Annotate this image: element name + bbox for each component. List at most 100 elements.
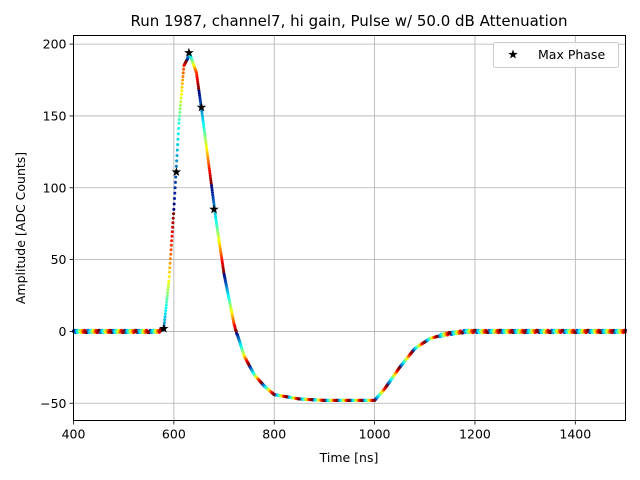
pulse-sample-point (165, 294, 169, 298)
pulse-sample-point (322, 398, 326, 402)
pulse-sample-point (173, 180, 177, 184)
pulse-sample-point (168, 257, 172, 261)
pulse-sample-point (200, 109, 204, 113)
pulse-sample-point (204, 138, 208, 142)
pulse-sample-point (174, 164, 178, 168)
pulse-sample-point (460, 330, 464, 334)
pulse-sample-point (205, 152, 209, 156)
pulse-sample-point (310, 398, 314, 402)
pulse-sample-point (212, 200, 216, 204)
max-phase-star (159, 323, 169, 333)
pulse-sample-point (611, 328, 615, 332)
pulse-sample-point (560, 329, 564, 333)
pulse-sample-point (195, 78, 199, 82)
pulse-sample-point (198, 98, 202, 102)
pulse-sample-point (176, 132, 180, 136)
pulse-sample-point (573, 330, 577, 334)
pulse-sample-point (209, 181, 213, 185)
pulse-sample-point (200, 114, 204, 118)
pulse-sample-point (172, 202, 176, 206)
pulse-sample-point (204, 145, 208, 149)
pulse-sample-point (259, 381, 263, 385)
pulse-sample-point (178, 110, 182, 114)
pulse-sample-point (164, 309, 168, 313)
pulse-sample-point (485, 331, 489, 335)
grid-lines (73, 35, 626, 421)
pulse-sample-point (297, 397, 301, 401)
pulse-sample-point (498, 328, 502, 332)
pulse-sample-point (175, 148, 179, 152)
pulse-sample-point (210, 191, 214, 195)
pulse-sample-point (169, 243, 173, 247)
pulse-sample-point (169, 252, 173, 256)
pulse-sample-point (201, 116, 205, 120)
plot-frame (73, 35, 626, 421)
pulse-sample-point (166, 291, 170, 295)
pulse-sample-point (163, 315, 167, 319)
pulse-sample-point (211, 195, 215, 199)
pulse-sample-point (222, 270, 226, 274)
pulse-sample-point (166, 288, 170, 292)
pulse-sample-point (170, 239, 174, 243)
pulse-sample-point (84, 331, 88, 335)
pulse-sample-point (207, 167, 211, 171)
pulse-sample-point (335, 398, 339, 402)
pulse-sample-point (548, 330, 552, 334)
x-tick-label: 400 (62, 427, 86, 442)
x-tick-label: 600 (162, 427, 186, 442)
pulse-sample-point (208, 171, 212, 175)
pulse-sample-point (172, 197, 176, 201)
pulse-sample-point (163, 318, 167, 322)
pulse-sample-point (146, 330, 150, 334)
pulse-sample-point (167, 270, 171, 274)
pulse-sample-point (214, 215, 218, 219)
pulse-sample-point (234, 329, 238, 333)
pulse-sample-point (180, 85, 184, 89)
pulse-sample-point (198, 96, 202, 100)
pulse-sample-point (168, 266, 172, 270)
pulse-sample-point (175, 153, 179, 157)
pulse-sample-point (360, 398, 364, 402)
pulse-sample-point (196, 82, 200, 86)
pulse-sample-point (170, 234, 174, 238)
max-phase-star (184, 47, 194, 57)
pulse-sample-point (196, 80, 200, 84)
pulse-sample-point (179, 96, 183, 100)
pulse-sample-point (179, 92, 183, 96)
pulse-sample-point (171, 225, 175, 229)
pulse-sample-point (180, 89, 184, 93)
pulse-sample-point (197, 89, 201, 93)
x-tick-label: 800 (262, 427, 286, 442)
pulse-sample-point (164, 306, 168, 310)
pulse-sample-point (202, 124, 206, 128)
pulse-sample-point (199, 100, 203, 104)
pulse-sample-point (121, 329, 125, 333)
pulse-sample-point (209, 179, 213, 183)
pulse-sample-point (195, 73, 199, 77)
pulse-sample-point (598, 331, 602, 335)
pulse-sample-point (179, 100, 183, 104)
y-tick-label: 50 (51, 252, 67, 267)
pulse-sample-point (170, 230, 174, 234)
x-axis-label: Time [ns] (319, 450, 379, 465)
pulse-sample-point (210, 186, 214, 190)
pulse-sample-point (214, 217, 218, 221)
pulse-sample-point (510, 330, 514, 334)
pulse-sample-point (211, 198, 215, 202)
y-axis-label: Amplitude [ADC Counts] (13, 152, 28, 304)
pulse-sample-point (211, 193, 215, 197)
pulse-sample-point (203, 136, 207, 139)
pulse-sample-point (176, 143, 180, 147)
axis-ticks: 400 600 800 1000 1200 1400 −50 0 50 100 150 200 (40, 37, 591, 442)
pulse-sample-point (272, 392, 276, 396)
pulse-sample-point (195, 75, 199, 79)
pulse-sample-point (205, 147, 209, 151)
pulse-sample-point (207, 162, 211, 166)
pulse-sample-point (385, 384, 389, 388)
pulse-sample-point (109, 330, 113, 334)
pulse-sample-point (181, 78, 185, 82)
pulse-sample-point (284, 395, 288, 399)
pulse-sample-point (214, 219, 218, 223)
pulse-sample-point (177, 118, 181, 122)
